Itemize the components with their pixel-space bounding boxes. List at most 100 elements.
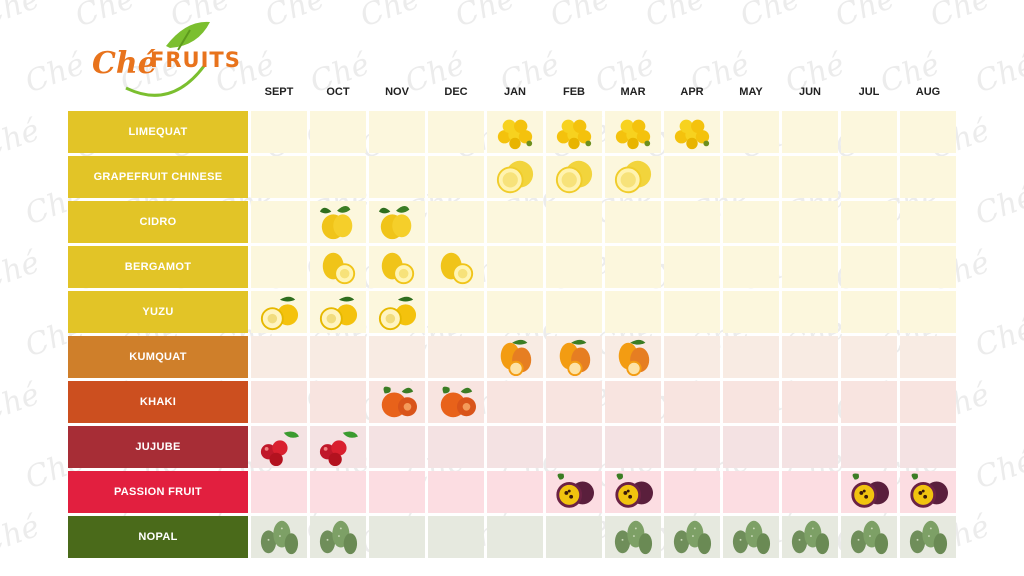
passion-fruit-icon <box>851 472 891 508</box>
month-cell <box>664 381 720 423</box>
month-cell <box>310 471 366 513</box>
month-cell <box>369 426 425 468</box>
month-cell <box>428 426 484 468</box>
month-cell <box>664 246 720 288</box>
month-cell <box>723 471 779 513</box>
month-label-jun: JUN <box>798 86 821 98</box>
nopal-icon <box>909 520 948 555</box>
month-label-mar: MAR <box>620 86 646 98</box>
month-cell <box>369 156 425 198</box>
month-cell <box>310 111 366 153</box>
fruit-label: PASSION FRUIT <box>68 471 248 513</box>
month-cell <box>369 516 425 558</box>
watermark-text: Ché <box>925 0 995 35</box>
month-cell <box>664 201 720 243</box>
month-cell <box>900 381 956 423</box>
month-cell <box>251 516 307 558</box>
month-cell <box>546 291 602 333</box>
nopal-icon <box>673 520 712 555</box>
month-cell <box>369 336 425 378</box>
month-cell <box>782 426 838 468</box>
month-cell <box>841 381 897 423</box>
nopal-icon <box>319 520 358 555</box>
month-cell <box>841 516 897 558</box>
yuzu-icon <box>319 295 358 331</box>
month-label-apr: APR <box>680 86 704 98</box>
month-cell <box>310 381 366 423</box>
bergamot-icon <box>439 251 474 285</box>
month-cell <box>251 426 307 468</box>
month-cell <box>487 516 543 558</box>
month-cell <box>782 291 838 333</box>
watermark-text: Ché <box>0 508 45 563</box>
month-cell <box>605 426 661 468</box>
month-cell <box>428 516 484 558</box>
month-cell <box>841 336 897 378</box>
month-cell <box>251 246 307 288</box>
month-cell <box>369 246 425 288</box>
month-cell <box>546 246 602 288</box>
month-cell <box>428 471 484 513</box>
watermark-text: Ché <box>260 0 330 35</box>
fruit-label: CIDRO <box>68 201 248 243</box>
month-header: SEPT OCT NOV DEC JAN FEB MAR APR MAY JUN JUL AUG <box>251 86 956 98</box>
month-label-jan: JAN <box>503 86 526 98</box>
month-cell <box>251 111 307 153</box>
watermark-text: Ché <box>830 0 900 35</box>
month-label-oct: OCT <box>326 86 350 98</box>
cidro-icon <box>378 206 412 240</box>
watermark-text: Ché <box>545 0 615 35</box>
month-cell <box>841 111 897 153</box>
month-cell <box>251 156 307 198</box>
fruit-row-yuzu: YUZU <box>68 291 956 333</box>
month-cell <box>546 201 602 243</box>
logo: Ché FRUITS <box>86 18 240 98</box>
month-cell <box>900 156 956 198</box>
bergamot-icon <box>380 251 415 285</box>
month-cell <box>487 111 543 153</box>
month-cell <box>310 516 366 558</box>
month-label-dec: DEC <box>444 86 468 98</box>
limequat-icon <box>674 119 710 150</box>
fruit-row-kumquat: KUMQUAT <box>68 336 956 378</box>
month-cell <box>428 336 484 378</box>
month-cell <box>487 426 543 468</box>
fruit-row-grapefruit-chinese: GRAPEFRUIT CHINESE <box>68 156 956 198</box>
month-cell <box>605 336 661 378</box>
fruit-label: NOPAL <box>68 516 248 558</box>
passion-fruit-icon <box>556 472 596 508</box>
khaki-icon <box>381 386 417 418</box>
logo-text-fruits: FRUITS <box>150 48 241 72</box>
month-cell <box>605 291 661 333</box>
fruit-row-passion-fruit: PASSION FRUIT <box>68 471 956 513</box>
watermark-text: Ché <box>970 46 1024 101</box>
limequat-icon <box>497 119 533 150</box>
month-cell <box>782 516 838 558</box>
fruit-label: BERGAMOT <box>68 246 248 288</box>
watermark-text: Ché <box>20 46 90 101</box>
nopal-icon <box>791 520 830 555</box>
month-cell <box>605 381 661 423</box>
month-cell <box>310 201 366 243</box>
month-cell <box>900 246 956 288</box>
watermark-text: Ché <box>450 0 520 35</box>
month-cell <box>310 426 366 468</box>
month-cell <box>487 471 543 513</box>
month-label-may: MAY <box>739 86 763 98</box>
month-cell <box>251 471 307 513</box>
month-cell <box>546 381 602 423</box>
month-cell <box>841 291 897 333</box>
limequat-icon <box>556 119 592 150</box>
month-cell <box>487 156 543 198</box>
nopal-icon <box>850 520 889 555</box>
grapefruit-icon <box>555 159 594 194</box>
nopal-icon <box>732 520 771 555</box>
month-label-jul: JUL <box>858 86 880 98</box>
month-cell <box>723 201 779 243</box>
logo-text-che: Ché <box>92 46 157 81</box>
month-cell <box>428 111 484 153</box>
kumquat-icon <box>499 338 533 377</box>
month-cell <box>369 471 425 513</box>
month-cell <box>900 111 956 153</box>
month-cell <box>428 156 484 198</box>
